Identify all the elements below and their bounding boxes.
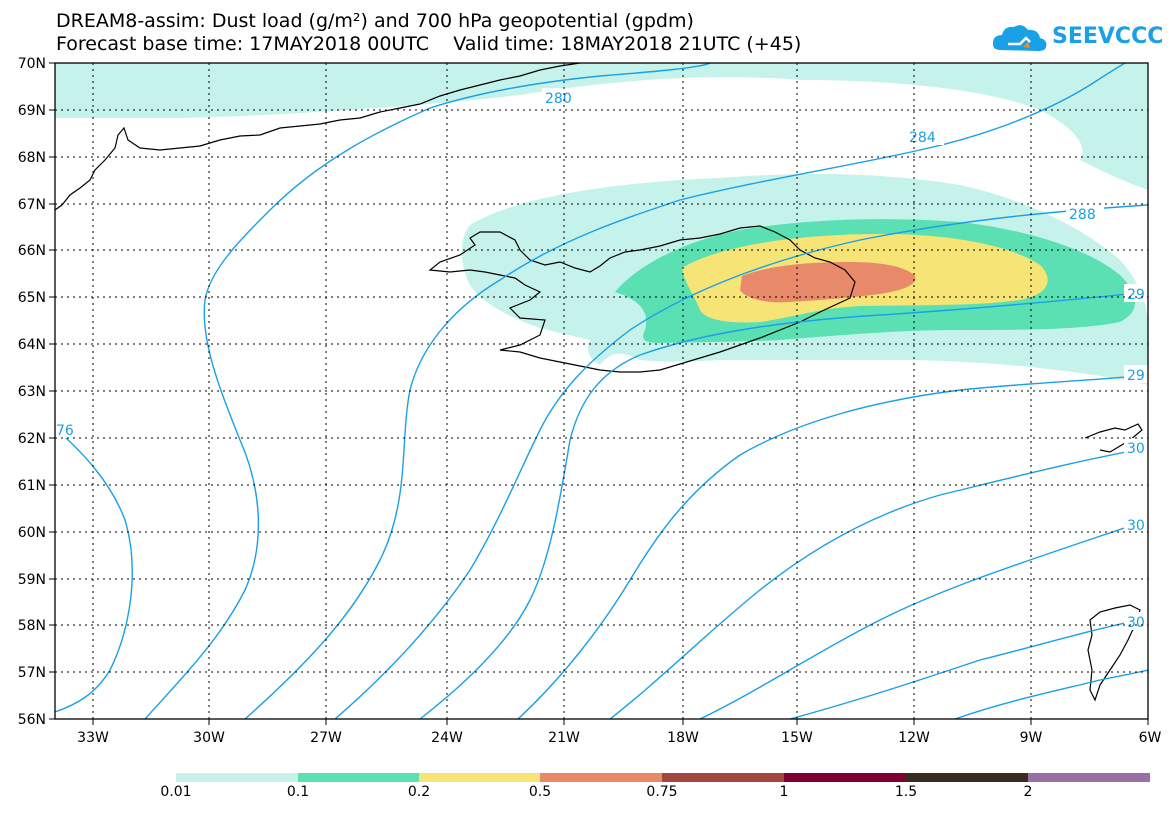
colorbar-label: 1 — [779, 784, 789, 800]
lon-label: 33W — [77, 730, 109, 746]
iceland-coast — [428, 225, 856, 373]
title-line-1: DREAM8-assim: Dust load (g/m²) and 700 h… — [56, 10, 694, 32]
colorbar-swatch — [1028, 773, 1150, 782]
contour-label-288: 288 — [1069, 207, 1096, 223]
lat-label: 59N — [18, 572, 46, 588]
colorbar-swatch — [419, 773, 540, 782]
colorbar-swatch — [784, 773, 906, 782]
contour-278 — [144, 63, 711, 719]
contour-label-284: 284 — [909, 130, 936, 146]
contour-292 — [517, 374, 1148, 719]
contour-label-30b: 30 — [1127, 518, 1145, 534]
dust-level-05 — [740, 262, 916, 303]
contour-308 — [954, 669, 1148, 719]
contour-label-30a: 30 — [1127, 441, 1145, 457]
colorbar — [176, 773, 1150, 782]
lat-label: 58N — [18, 618, 46, 634]
lat-label: 56N — [18, 712, 46, 728]
lat-label: 67N — [18, 197, 46, 213]
lat-label: 69N — [18, 103, 46, 119]
lat-label: 62N — [18, 431, 46, 447]
map-content: 280 284 288 29 29 30 30 30 76 — [55, 63, 1148, 719]
colorbar-swatch — [540, 773, 662, 782]
lat-label: 68N — [18, 150, 46, 166]
lat-label: 61N — [18, 478, 46, 494]
tick-marks — [49, 62, 1149, 725]
contour-296 — [609, 447, 1148, 719]
lon-label: 27W — [310, 730, 342, 746]
colorbar-label: 0.01 — [160, 784, 192, 800]
lon-label: 18W — [667, 730, 699, 746]
colorbar-label: 2 — [1023, 784, 1033, 800]
lon-label: 6W — [1139, 730, 1162, 746]
colorbar-label: 0.1 — [286, 784, 310, 800]
lon-label: 12W — [898, 730, 930, 746]
colorbar-label: 1.5 — [894, 784, 918, 800]
contour-300 — [699, 519, 1148, 719]
lon-label: 30W — [193, 730, 225, 746]
lat-label: 70N — [18, 56, 46, 72]
title-line-2: Forecast base time: 17MAY2018 00UTC Vali… — [56, 33, 802, 55]
seevccc-cloud-logo-icon — [992, 25, 1047, 51]
scotland-coast — [1084, 423, 1143, 453]
lat-label: 65N — [18, 290, 46, 306]
contour-284 — [334, 204, 1148, 719]
faroes-coast — [1087, 604, 1141, 702]
geopotential-contours — [55, 63, 1148, 719]
contour-label-29a: 29 — [1127, 287, 1145, 303]
contour-276 — [55, 427, 133, 713]
lat-label: 66N — [18, 243, 46, 259]
dust-band-north — [55, 63, 1148, 190]
lat-label: 60N — [18, 525, 46, 541]
colorbar-swatch — [906, 773, 1028, 782]
contour-304 — [789, 617, 1148, 719]
lat-label: 63N — [18, 384, 46, 400]
logo-text: SEEVCCC — [1052, 24, 1164, 49]
graticule — [55, 63, 1148, 719]
colorbar-label: 0.5 — [528, 784, 552, 800]
contour-label-76: 76 — [56, 423, 74, 439]
longitude-labels: 33W 30W 27W 24W 21W 18W 15W 12W 9W 6W — [77, 730, 1161, 746]
colorbar-swatch — [298, 773, 419, 782]
contour-288 — [419, 291, 1148, 719]
lon-label: 9W — [1020, 730, 1043, 746]
coastlines — [55, 63, 1143, 702]
contour-label-30c: 30 — [1127, 615, 1145, 631]
lat-label: 57N — [18, 665, 46, 681]
colorbar-swatch — [662, 773, 784, 782]
colorbar-label: 0.2 — [407, 784, 431, 800]
lat-label: 64N — [18, 337, 46, 353]
greenland-coast — [55, 63, 581, 211]
contour-label-280: 280 — [545, 91, 572, 107]
lon-label: 15W — [781, 730, 813, 746]
contour-280 — [244, 63, 1126, 719]
lon-label: 21W — [548, 730, 580, 746]
lon-label: 24W — [431, 730, 463, 746]
contour-label-29b: 29 — [1127, 368, 1145, 384]
colorbar-label: 0.75 — [646, 784, 678, 800]
latitude-labels: 70N 69N 68N 67N 66N 65N 64N 63N 62N 61N … — [18, 56, 46, 728]
colorbar-swatch — [176, 773, 298, 782]
